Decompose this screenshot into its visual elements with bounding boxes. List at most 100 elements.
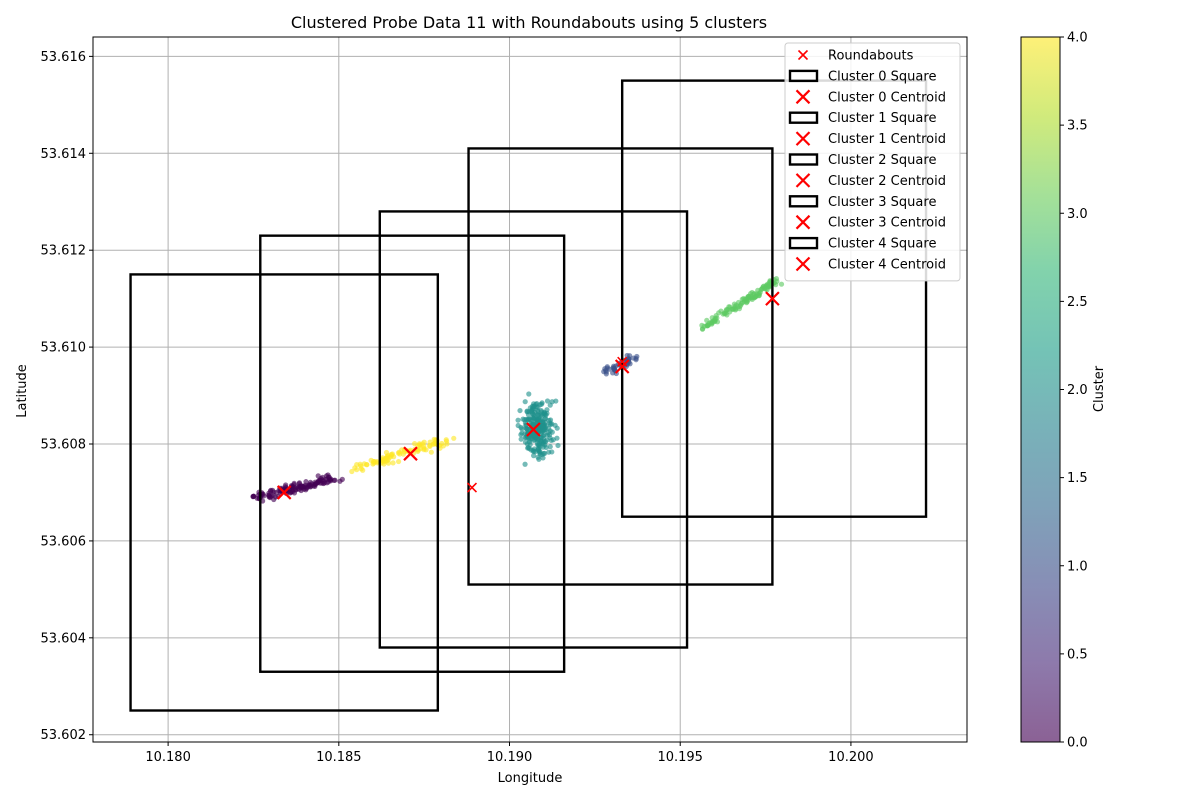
x-tick-label: 10.195 (657, 750, 703, 765)
roundabout-marker (466, 482, 478, 493)
cluster-2-point (515, 417, 521, 423)
cluster-3-point (699, 326, 706, 332)
cluster-0-point (315, 473, 321, 479)
cluster-4-point (389, 451, 395, 457)
cluster-0-point (308, 483, 314, 489)
cluster-2-point (535, 404, 541, 411)
cluster-2-point (541, 450, 547, 457)
cluster-4-point (451, 435, 457, 441)
colorbar-tick-label: 0.0 (1067, 736, 1088, 751)
cluster-0-point (296, 486, 302, 492)
cluster-4-centroid (403, 446, 418, 461)
colorbar-tick-label: 1.5 (1067, 471, 1088, 486)
legend-item: Cluster 2 Square (788, 153, 936, 168)
cluster-0-point (268, 487, 274, 493)
cluster-3-point (735, 304, 741, 310)
cluster-2-point (547, 444, 553, 450)
cluster-2-point (515, 422, 521, 429)
cluster-2-points (515, 391, 561, 467)
cluster-2-point (547, 421, 554, 428)
cluster-2-point (522, 461, 528, 467)
cluster-3-points (699, 276, 785, 332)
legend-item: Cluster 1 Centroid (795, 131, 946, 147)
cluster-4-point (364, 461, 370, 468)
roundabout-marker-stroke-b (466, 482, 478, 493)
cluster-2-point (538, 439, 544, 445)
cluster-3-point (720, 311, 726, 317)
x-tick-label: 10.180 (145, 750, 191, 765)
legend-centroid-swatch-stroke-b (795, 131, 811, 146)
cluster-3-square (378, 210, 689, 649)
legend-centroid-swatch-stroke-b (795, 214, 811, 230)
cluster-2-point (555, 442, 561, 449)
cluster-2-point (549, 449, 555, 455)
cluster-1-points (601, 352, 640, 377)
cluster-2-point (544, 398, 551, 404)
cluster-3-centroid (765, 291, 780, 306)
cluster-4-point (428, 449, 434, 455)
cluster-2-point (525, 445, 531, 451)
legend-item: Cluster 1 Square (788, 111, 936, 126)
legend-square-swatch (788, 153, 819, 166)
legend-centroid-swatch (795, 89, 811, 105)
legend-roundabout-swatch-stroke-b (797, 49, 809, 61)
y-tick-label: 53.612 (41, 244, 87, 259)
cluster-0-point (319, 477, 325, 483)
cluster-2-point (528, 408, 534, 414)
colorbar-tick-label: 1.0 (1067, 559, 1088, 574)
cluster-2-point (548, 437, 554, 444)
cluster-3-point (726, 304, 732, 310)
cluster-2-point (549, 399, 555, 405)
legend-square-swatch (788, 236, 819, 250)
y-tick-label: 53.614 (41, 147, 87, 162)
colorbar-tick-label: 2.0 (1067, 383, 1088, 398)
colorbar-tick-label: 2.5 (1067, 295, 1088, 310)
x-tick-label: 10.200 (828, 750, 874, 765)
cluster-0-point (300, 483, 306, 490)
cluster-3-centroid-stroke-b (765, 291, 780, 306)
legend-roundabout-swatch (797, 49, 809, 61)
cluster-2-point (541, 432, 547, 438)
cluster-2-point (547, 428, 553, 434)
cluster-0-centroid (276, 485, 292, 500)
cluster-3-point (730, 306, 736, 312)
cluster-0-point (312, 482, 318, 488)
cluster-1-point (633, 357, 639, 363)
cluster-0-point (266, 492, 272, 499)
legend-label: Cluster 0 Square (828, 69, 936, 84)
legend-centroid-swatch (795, 173, 811, 188)
cluster-1-square (620, 79, 928, 518)
cluster-1-centroid-stroke-b (614, 359, 630, 374)
y-tick-label: 53.602 (41, 728, 87, 743)
cluster-0-point (328, 478, 334, 484)
cluster-0-point (250, 493, 256, 499)
legend-item: Cluster 0 Square (788, 69, 936, 84)
cluster-4-square (259, 234, 566, 673)
cluster-2-point (535, 412, 541, 418)
cluster-0-centroid-stroke-b (276, 485, 292, 500)
legend-item: Cluster 2 Centroid (795, 173, 946, 189)
cluster-2-point (540, 424, 546, 430)
plot-frame (92, 36, 968, 743)
colorbar-title: Cluster (1092, 365, 1107, 412)
legend-centroid-swatch-stroke-b (795, 89, 811, 105)
cluster-1-point (602, 366, 608, 372)
cluster-2-centroid (526, 422, 541, 437)
legend-centroid-swatch-stroke-b (795, 256, 811, 272)
cluster-0-point (273, 494, 279, 500)
cluster-2-point (536, 456, 542, 462)
cluster-4-point (357, 461, 363, 467)
x-tick-label: 10.190 (487, 750, 533, 765)
legend-label: Cluster 4 Square (828, 237, 936, 252)
legend-item: Cluster 3 Centroid (795, 214, 946, 231)
x-tick-label: 10.185 (316, 750, 362, 765)
cluster-2-point (531, 403, 537, 409)
cluster-4-point (386, 455, 392, 461)
cluster-2-point (539, 401, 545, 407)
cluster-2-point (522, 399, 528, 405)
cluster-4-point (360, 467, 366, 473)
cluster-2-centroid-stroke-b (526, 422, 541, 437)
cluster-2-point (554, 425, 560, 431)
cluster-2-point (523, 425, 529, 432)
y-tick-label: 53.608 (41, 438, 87, 453)
